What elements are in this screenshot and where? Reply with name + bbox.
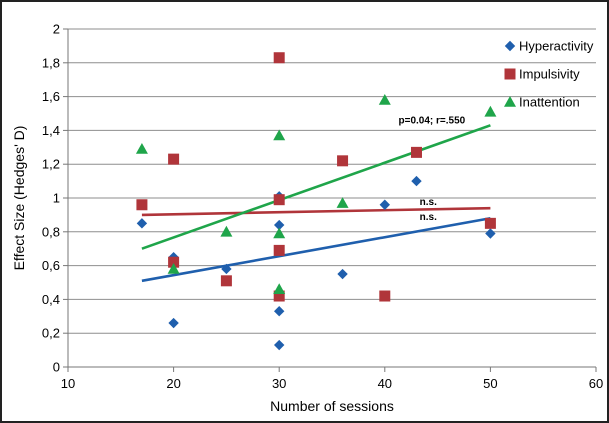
trend-line-hyperactivity [141, 217, 491, 283]
data-point-impulsivity [484, 217, 496, 229]
legend-marker-hyperactivity [504, 40, 516, 52]
y-tick-label: 1 [53, 191, 60, 206]
y-tick-label: 0,4 [42, 292, 60, 307]
gridlines [68, 28, 596, 334]
data-point-impulsivity [273, 290, 285, 302]
x-tick-label: 50 [483, 376, 497, 391]
data-point-impulsivity [379, 290, 391, 302]
legend-marker-impulsivity [504, 68, 516, 80]
y-tick-label: 0 [53, 360, 60, 375]
data-point-hyperactivity [274, 306, 285, 317]
trend-line-inattention [141, 124, 491, 250]
legend-marker-inattention [504, 96, 516, 107]
data-point-hyperactivity [411, 175, 422, 187]
data-point-impulsivity [168, 153, 180, 165]
y-tick-label: 2 [53, 22, 60, 37]
x-tick-label: 40 [378, 376, 392, 391]
data-point-inattention [273, 283, 286, 295]
annotation-label: n.s. [420, 197, 437, 208]
y-tick-label: 1,2 [42, 157, 60, 172]
data-point-hyperactivity [168, 317, 179, 329]
y-tick-label: 1,8 [42, 55, 60, 70]
annotation-label: n.s. [420, 212, 437, 223]
y-tick-label: 1,4 [42, 123, 60, 138]
data-point-impulsivity [337, 155, 349, 167]
data-point-inattention [273, 129, 286, 141]
data-point-hyperactivity [221, 263, 232, 275]
data-point-hyperactivity [337, 268, 348, 280]
legend-label-impulsivity: Impulsivity [519, 67, 580, 82]
x-tick-label: 30 [272, 376, 286, 391]
data-point-hyperactivity [274, 219, 285, 231]
data-point-inattention [220, 225, 233, 237]
data-point-impulsivity [273, 244, 285, 256]
trend-line-impulsivity [141, 206, 491, 217]
data-point-hyperactivity [274, 339, 285, 351]
data-point-hyperactivity [485, 228, 496, 239]
data-point-impulsivity [220, 275, 232, 287]
data-point-hyperactivity [136, 218, 148, 229]
legend: Hyperactivity Impulsivity Inattention [504, 39, 594, 110]
legend-label-hyperactivity: Hyperactivity [519, 39, 594, 54]
data-point-impulsivity [273, 52, 285, 64]
data-point-inattention [336, 197, 349, 208]
data-point-impulsivity [168, 256, 180, 268]
y-tick-label: 1,6 [42, 89, 60, 104]
y-tick-label: 0,8 [42, 224, 60, 239]
x-tick-label: 10 [61, 376, 75, 391]
x-tick-label: 60 [589, 376, 603, 391]
data-point-inattention [135, 142, 148, 154]
data-point-inattention [484, 105, 497, 117]
annotation-label: p=0.04; r=.550 [399, 116, 466, 127]
data-point-inattention [273, 227, 286, 239]
x-axis-title: Number of sessions [270, 398, 394, 414]
data-points [135, 52, 497, 351]
trend-lines [141, 124, 491, 283]
y-tick-label: 0,2 [42, 326, 60, 341]
data-point-impulsivity [410, 146, 422, 158]
data-point-inattention [167, 262, 180, 274]
data-point-impulsivity [136, 199, 148, 211]
legend-label-inattention: Inattention [519, 95, 580, 110]
data-point-inattention [378, 93, 391, 105]
y-axis-title: Effect Size (Hedges' D) [11, 126, 27, 271]
axes: 0 0,2 0,4 0,6 0,8 1 1,2 1,4 1,6 1,8 2 10 20 30 40 50 60 [42, 22, 603, 392]
data-point-hyperactivity [379, 199, 390, 210]
x-tick-label: 20 [166, 376, 180, 391]
annotations: p=0.04; r=.550 n.s. n.s. [399, 116, 466, 223]
data-point-impulsivity [273, 194, 285, 206]
y-tick-label: 0,6 [42, 258, 60, 273]
